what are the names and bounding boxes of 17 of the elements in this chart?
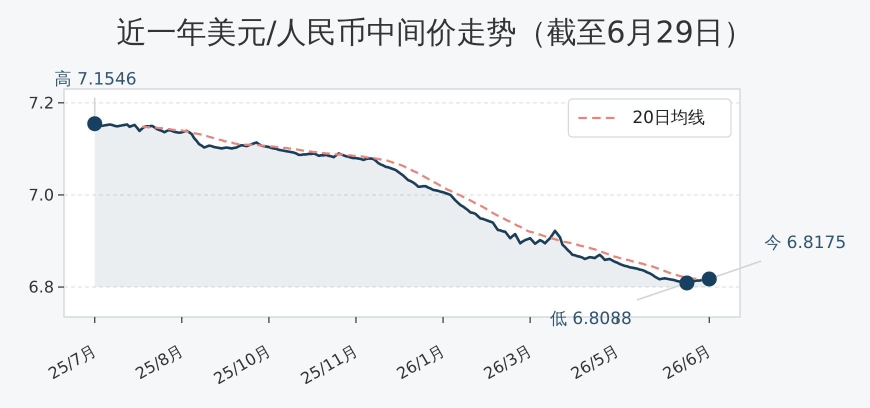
x-tick-label: 26/3月 <box>480 340 535 384</box>
point <box>87 116 102 132</box>
point <box>679 276 694 291</box>
x-tick-label: 26/5月 <box>567 340 622 384</box>
annotation: 低 6.8088 <box>550 309 632 330</box>
x-tick-label: 25/7月 <box>45 340 100 384</box>
x-tick-label: 26/6月 <box>660 340 714 384</box>
x-tick-label: 25/8月 <box>132 340 187 384</box>
y-tick-label: 7.2 <box>28 93 54 112</box>
y-tick-label: 7.0 <box>28 185 54 204</box>
point <box>702 272 717 286</box>
x-tick-label: 26/1月 <box>393 340 448 384</box>
y-tick-label: 6.8 <box>28 278 54 297</box>
annotation: 今 6.8175 <box>764 233 846 253</box>
legend-label: 20日均线 <box>632 108 706 128</box>
chart-title: 近一年美元/人民币中间价走势（截至6月29日） <box>116 16 754 50</box>
annotation: 高 7.1546 <box>54 70 137 90</box>
